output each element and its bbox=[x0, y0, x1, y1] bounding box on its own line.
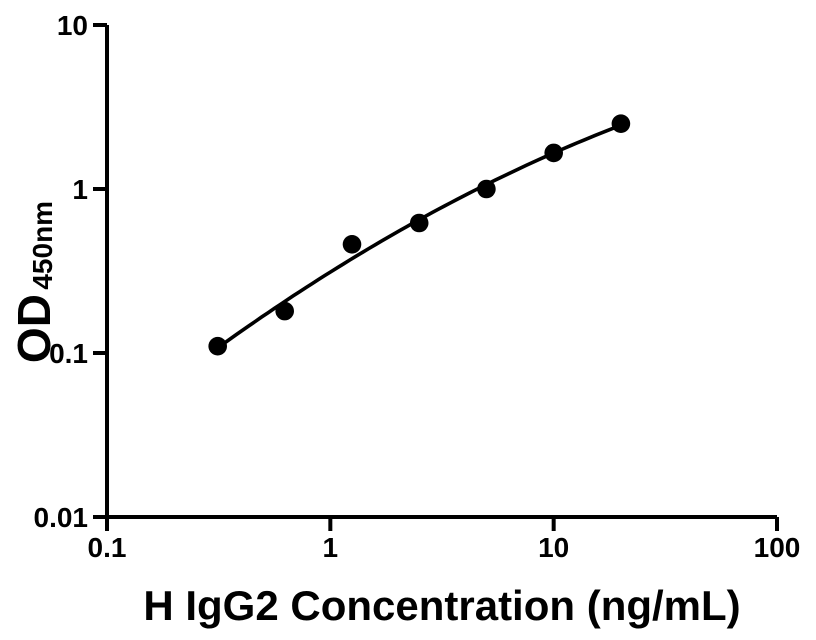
data-point bbox=[611, 114, 631, 133]
y-tick-label: 1 bbox=[72, 174, 88, 205]
data-point bbox=[477, 179, 496, 199]
y-tick-label: 0.01 bbox=[34, 502, 89, 533]
data-point bbox=[208, 336, 227, 356]
x-axis-title: H IgG2 Concentration (ng/mL) bbox=[143, 582, 740, 629]
data-point bbox=[409, 213, 429, 233]
data-point bbox=[275, 301, 295, 321]
y-axis-title-subscript: 450nm bbox=[27, 201, 58, 290]
data-point bbox=[342, 235, 362, 254]
x-tick-label: 100 bbox=[754, 532, 801, 563]
x-tick-label: 10 bbox=[538, 532, 569, 563]
y-tick-label: 0.1 bbox=[49, 338, 88, 369]
y-axis-title-base: OD bbox=[8, 294, 60, 363]
series-group bbox=[208, 114, 631, 356]
y-tick-label: 10 bbox=[57, 10, 88, 41]
axis-titles-group: H IgG2 Concentration (ng/mL) OD 450nm bbox=[8, 201, 741, 629]
axis-spine bbox=[105, 25, 777, 519]
data-point bbox=[544, 143, 563, 163]
x-tick-label: 1 bbox=[323, 532, 339, 563]
y-axis-title: OD 450nm bbox=[8, 201, 60, 363]
x-tick-label: 0.1 bbox=[88, 532, 127, 563]
